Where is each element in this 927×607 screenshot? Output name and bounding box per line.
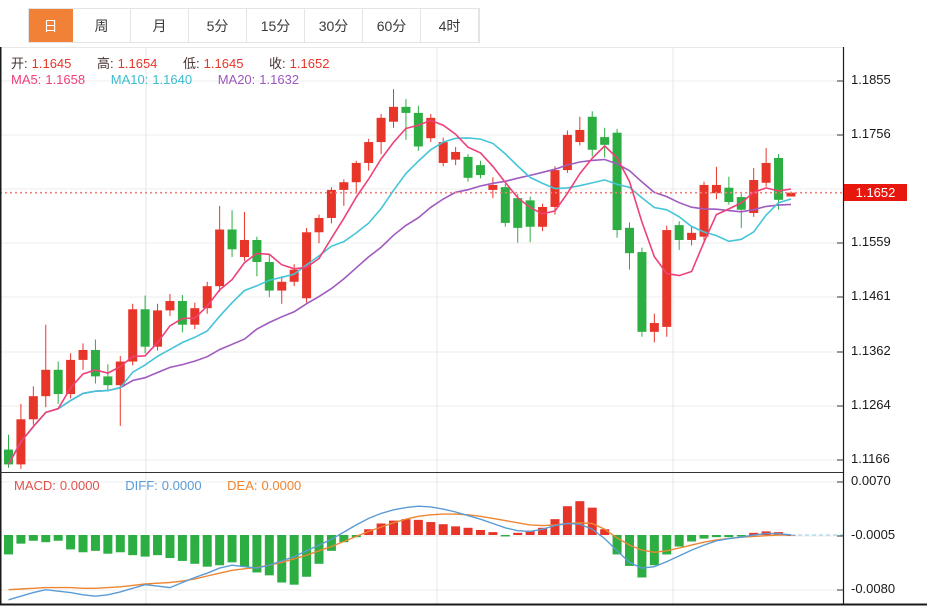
ohlc-legend: 开: 1.1645 高: 1.1654 低: 1.1645 收: 1.1652 — [11, 53, 333, 72]
macd-legend: MACD: 0.0000 DIFF: 0.0000 DEA: 0.0000 — [14, 478, 305, 493]
current-price-badge: 1.1652 — [844, 184, 907, 201]
dea-value: 0.0000 — [261, 478, 302, 493]
macd-value: 0.0000 — [59, 478, 100, 493]
tab-60min[interactable]: 60分 — [363, 9, 421, 42]
axis-tick-1.1362: 1.1362 — [851, 343, 891, 358]
tab-4hour[interactable]: 4时 — [421, 9, 479, 42]
axis-tick-1.1166: 1.1166 — [851, 451, 890, 466]
axis-tick-1.1461: 1.1461 — [851, 288, 891, 303]
ma5-label: MA5: — [11, 72, 42, 87]
axis-tick-1.1756: 1.1756 — [851, 126, 891, 141]
macd-axis-tick-mid: -0.0005 — [851, 527, 896, 542]
macd-label: MACD: — [14, 478, 56, 493]
ma20-value: 1.1632 — [259, 72, 300, 87]
diff-value: 0.0000 — [161, 478, 202, 493]
open-label: 开: — [11, 56, 28, 71]
ma10-value: 1.1640 — [152, 72, 193, 87]
close-value: 1.1652 — [289, 56, 330, 71]
tab-day[interactable]: 日 — [29, 9, 73, 42]
dea-label: DEA: — [227, 478, 258, 493]
tab-30min[interactable]: 30分 — [305, 9, 363, 42]
timeframe-tabs: 日 周 月 5分 15分 30分 60分 4时 — [28, 8, 480, 43]
low-value: 1.1645 — [203, 56, 244, 71]
ma10-label: MA10: — [110, 72, 149, 87]
high-value: 1.1654 — [117, 56, 158, 71]
tab-5min[interactable]: 5分 — [189, 9, 247, 42]
low-label: 低: — [183, 56, 200, 71]
macd-axis-tick-low: -0.0080 — [851, 581, 896, 596]
axis-tick-1.1855: 1.1855 — [851, 72, 891, 87]
axis-tick-1.1264: 1.1264 — [851, 397, 891, 412]
diff-label: DIFF: — [125, 478, 158, 493]
close-label: 收: — [269, 56, 286, 71]
ma5-value: 1.1658 — [45, 72, 86, 87]
axis-tick-1.1559: 1.1559 — [851, 234, 891, 249]
tab-month[interactable]: 月 — [131, 9, 189, 42]
tab-week[interactable]: 周 — [73, 9, 131, 42]
ma20-label: MA20: — [217, 72, 256, 87]
ma-legend: MA5: 1.1658 MA10: 1.1640 MA20: 1.1632 — [11, 72, 303, 87]
high-label: 高: — [97, 56, 114, 71]
open-value: 1.1645 — [31, 56, 72, 71]
tab-15min[interactable]: 15分 — [247, 9, 305, 42]
macd-axis-tick-high: 0.0070 — [851, 473, 891, 488]
